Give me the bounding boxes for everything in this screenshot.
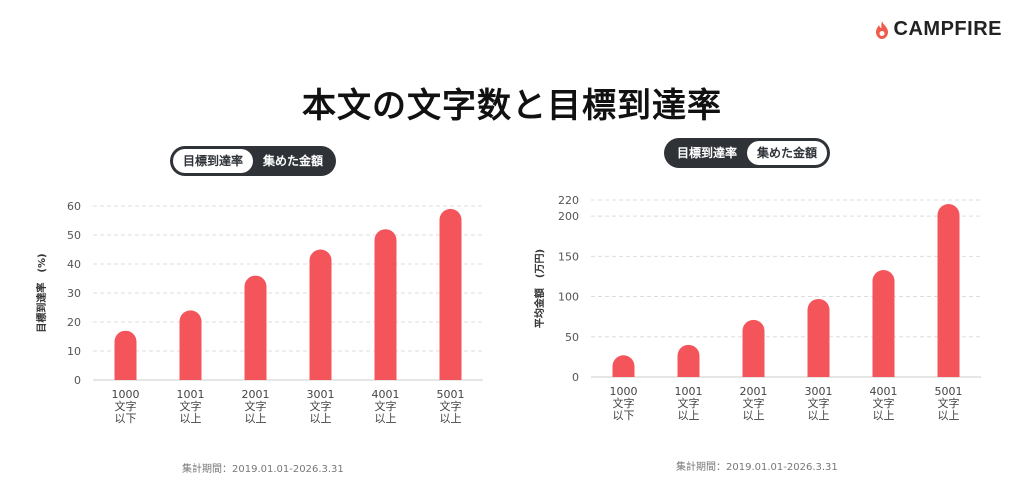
category-label: 以上 [375, 412, 397, 425]
category-label: 以上 [938, 409, 960, 422]
category-label: 2001 [740, 385, 768, 398]
y-tick-label: 30 [67, 287, 81, 300]
page-title: 本文の文字数と目標到達率 [302, 86, 722, 126]
category-label: 文字 [375, 399, 397, 413]
category-label: 以上 [808, 409, 830, 422]
category-label: 文字 [115, 399, 137, 413]
category-label: 文字 [743, 396, 765, 410]
category-label: 3001 [805, 385, 833, 398]
bar [742, 319, 765, 377]
y-axis-label: 平均金額 (万円) [533, 249, 546, 328]
brand-name: CAMPFIRE [893, 18, 1002, 40]
y-tick-label: 10 [67, 345, 81, 358]
period-note: 集計期間：2019.01.01-2026.3.31 [182, 464, 344, 475]
y-tick-label: 100 [558, 291, 579, 304]
period-note: 集計期間：2019.01.01-2026.3.31 [676, 462, 838, 473]
category-label: 4001 [870, 385, 898, 398]
category-label: 以上 [245, 412, 267, 425]
category-label: 1001 [675, 385, 703, 398]
tab-amount-raised[interactable]: 集めた金額 [747, 141, 828, 165]
category-label: 以上 [310, 412, 332, 425]
flame-icon [875, 20, 888, 39]
category-label: 文字 [678, 396, 700, 410]
category-label: 文字 [873, 396, 895, 410]
category-label: 文字 [310, 399, 332, 413]
category-label: 文字 [180, 399, 202, 413]
category-label: 5001 [437, 388, 465, 401]
bar [244, 275, 267, 380]
bar [374, 229, 397, 380]
tab-goal-rate[interactable]: 目標到達率 [173, 149, 254, 173]
category-label: 以上 [180, 412, 202, 425]
y-tick-label: 60 [67, 200, 81, 213]
bar [872, 269, 895, 377]
bar [807, 298, 830, 377]
metric-toggle-left: 目標到達率 集めた金額 [170, 146, 337, 176]
bar [114, 330, 137, 380]
y-tick-label: 0 [74, 374, 81, 387]
y-tick-label: 220 [558, 194, 579, 207]
y-tick-label: 50 [67, 229, 81, 242]
tab-goal-rate[interactable]: 目標到達率 [677, 146, 738, 160]
tab-amount-raised[interactable]: 集めた金額 [263, 154, 324, 168]
bar [309, 249, 332, 380]
bar [937, 204, 960, 377]
category-label: 1001 [177, 388, 205, 401]
campfire-logo[interactable]: CAMPFIRE [874, 18, 1002, 41]
y-tick-label: 20 [67, 316, 81, 329]
category-label: 文字 [938, 396, 960, 410]
y-tick-label: 50 [565, 331, 579, 344]
category-label: 文字 [245, 399, 267, 413]
category-label: 1000 [112, 388, 140, 401]
category-label: 以上 [743, 409, 765, 422]
category-label: 文字 [613, 396, 635, 410]
category-label: 以上 [678, 409, 700, 422]
category-label: 1000 [610, 385, 638, 398]
y-tick-label: 0 [572, 371, 579, 384]
category-label: 2001 [242, 388, 270, 401]
y-tick-label: 200 [558, 210, 579, 223]
category-label: 文字 [440, 399, 462, 413]
bar [677, 344, 700, 377]
bar [439, 208, 462, 380]
y-tick-label: 150 [558, 250, 579, 263]
y-axis-label: 目標到達率 (%) [35, 253, 48, 332]
category-label: 5001 [935, 385, 963, 398]
category-label: 文字 [808, 396, 830, 410]
category-label: 4001 [372, 388, 400, 401]
category-label: 以下 [115, 412, 137, 425]
metric-toggle-right: 目標到達率 集めた金額 [664, 138, 831, 168]
bar [179, 310, 202, 380]
category-label: 以上 [873, 409, 895, 422]
category-label: 3001 [307, 388, 335, 401]
y-tick-label: 40 [67, 258, 81, 271]
category-label: 以下 [613, 409, 635, 422]
bar [612, 355, 635, 377]
category-label: 以上 [440, 412, 462, 425]
